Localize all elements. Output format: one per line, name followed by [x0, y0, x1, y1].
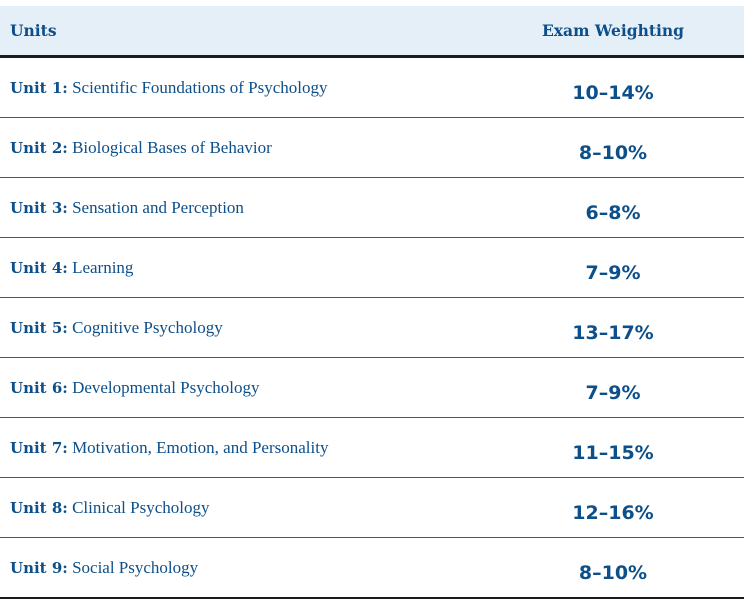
weighting-cell: 7–9% — [585, 382, 641, 404]
unit-cell: Unit 8: Clinical Psychology — [0, 478, 482, 537]
exam-weighting-column-header: Exam Weighting — [541, 21, 685, 40]
unit-title: Developmental Psychology — [72, 378, 260, 397]
unit-cell: Unit 7: Motivation, Emotion, and Persona… — [0, 418, 482, 477]
unit-title: Learning — [72, 258, 134, 277]
unit-title: Social Psychology — [72, 558, 199, 577]
unit-cell: Unit 4: Learning — [0, 238, 482, 297]
weighting-cell: 10–14% — [572, 82, 654, 104]
table-row: Unit 3: Sensation and Perception 6–8% — [0, 178, 744, 238]
unit-cell: Unit 6: Developmental Psychology — [0, 358, 482, 417]
weighting-cell: 8–10% — [578, 142, 648, 164]
table-row: Unit 6: Developmental Psychology 7–9% — [0, 358, 744, 418]
table-row: Unit 1: Scientific Foundations of Psycho… — [0, 58, 744, 118]
unit-title: Cognitive Psychology — [72, 318, 223, 337]
units-column-header: Units — [10, 21, 57, 40]
unit-title: Biological Bases of Behavior — [72, 138, 272, 157]
table-row: Unit 2: Biological Bases of Behavior 8–1… — [0, 118, 744, 178]
weighting-cell: 6–8% — [585, 202, 641, 224]
unit-cell: Unit 3: Sensation and Perception — [0, 178, 482, 237]
unit-number: Unit 1: — [10, 79, 68, 97]
unit-number: Unit 6: — [10, 379, 68, 397]
table-row: Unit 4: Learning 7–9% — [0, 238, 744, 298]
weighting-cell: 13–17% — [572, 322, 654, 344]
unit-number: Unit 2: — [10, 139, 68, 157]
unit-number: Unit 8: — [10, 499, 68, 517]
unit-title: Scientific Foundations of Psychology — [72, 78, 328, 97]
unit-title: Clinical Psychology — [72, 498, 210, 517]
exam-weighting-table: Units Exam Weighting Unit 1: Scientific … — [0, 6, 744, 599]
weighting-cell: 12–16% — [572, 502, 654, 524]
table-row: Unit 8: Clinical Psychology 12–16% — [0, 478, 744, 538]
table-row: Unit 9: Social Psychology 8–10% — [0, 538, 744, 599]
table-row: Unit 7: Motivation, Emotion, and Persona… — [0, 418, 744, 478]
unit-number: Unit 5: — [10, 319, 68, 337]
weighting-cell: 7–9% — [585, 262, 641, 284]
unit-number: Unit 7: — [10, 439, 68, 457]
unit-title: Motivation, Emotion, and Personality — [72, 438, 329, 457]
unit-cell: Unit 5: Cognitive Psychology — [0, 298, 482, 357]
unit-cell: Unit 2: Biological Bases of Behavior — [0, 118, 482, 177]
table-row: Unit 5: Cognitive Psychology 13–17% — [0, 298, 744, 358]
unit-cell: Unit 9: Social Psychology — [0, 538, 482, 597]
unit-number: Unit 4: — [10, 259, 68, 277]
unit-title: Sensation and Perception — [72, 198, 244, 217]
unit-number: Unit 3: — [10, 199, 68, 217]
unit-number: Unit 9: — [10, 559, 68, 577]
unit-cell: Unit 1: Scientific Foundations of Psycho… — [0, 58, 482, 117]
weighting-cell: 8–10% — [578, 562, 648, 584]
table-header: Units Exam Weighting — [0, 6, 744, 58]
weighting-cell: 11–15% — [572, 442, 654, 464]
